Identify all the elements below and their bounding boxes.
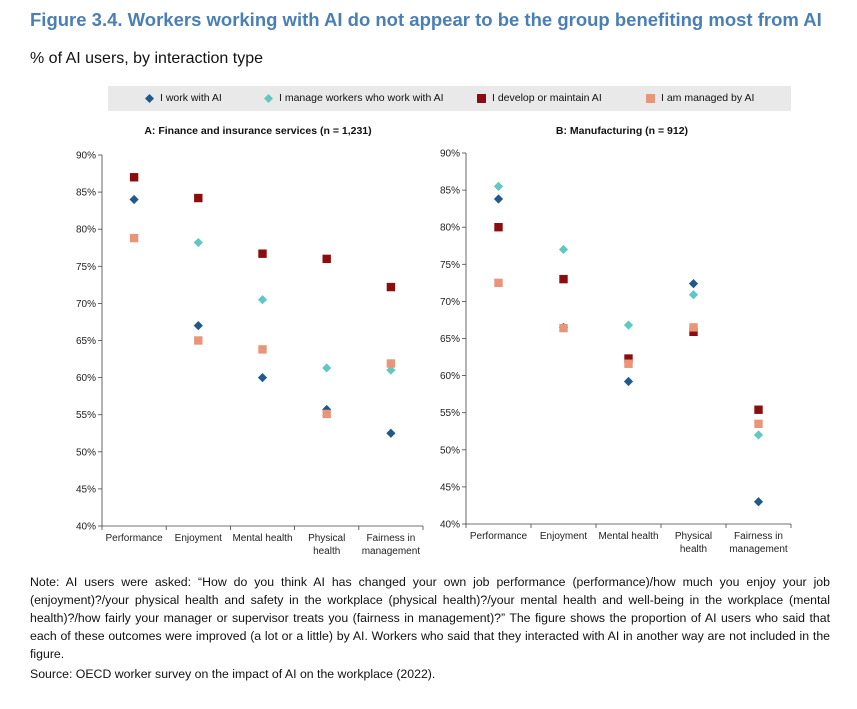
x-tick-label: Performance bbox=[470, 531, 528, 542]
y-tick-label: 40% bbox=[440, 520, 460, 531]
x-tick-label: Fairness in bbox=[366, 533, 415, 544]
y-tick-label: 75% bbox=[440, 260, 460, 271]
y-tick-label: 90% bbox=[76, 151, 96, 162]
panel-title: B: Manufacturing (n = 912) bbox=[556, 125, 688, 137]
figure-title: Figure 3.4. Workers working with AI do n… bbox=[30, 9, 822, 30]
chart-legend: I work with AI I manage workers who work… bbox=[108, 86, 791, 111]
y-tick-label: 85% bbox=[440, 186, 460, 197]
y-tick-label: 40% bbox=[76, 522, 96, 533]
x-tick-label: Physical bbox=[675, 531, 712, 542]
x-tick-label: Fairness in bbox=[734, 531, 783, 542]
point-develop-maintain-ai bbox=[258, 249, 267, 258]
x-tick-label: Physical bbox=[308, 533, 345, 544]
point-manage-workers bbox=[493, 181, 504, 191]
panel-a: A: Finance and insurance services (n = 1… bbox=[76, 125, 424, 557]
x-tick-label: Performance bbox=[105, 533, 163, 544]
point-develop-maintain-ai bbox=[754, 405, 763, 414]
point-develop-maintain-ai bbox=[322, 254, 331, 264]
point-develop-maintain-ai bbox=[194, 193, 203, 203]
figure-note: Note: AI users were asked: “How do you t… bbox=[30, 575, 830, 661]
legend-swatch-shape bbox=[264, 94, 273, 103]
legend-swatch-diamond-icon bbox=[145, 94, 154, 103]
point-work-with-ai bbox=[493, 194, 504, 204]
legend-swatch-square-icon bbox=[477, 94, 486, 103]
y-tick-label: 70% bbox=[76, 299, 96, 310]
x-tick-label: health bbox=[680, 544, 707, 555]
y-tick-label: 60% bbox=[440, 371, 460, 382]
y-tick-label: 45% bbox=[76, 484, 96, 495]
point-manage-workers bbox=[753, 430, 764, 440]
x-tick-label: Mental health bbox=[232, 533, 292, 544]
point-manage-workers bbox=[193, 237, 203, 248]
y-tick-label: 90% bbox=[440, 149, 460, 160]
point-work-with-ai bbox=[129, 194, 139, 205]
legend-swatch-shape bbox=[477, 94, 486, 103]
panel-b: B: Manufacturing (n = 912) 40% 45% 50% 55% 60… bbox=[440, 125, 792, 555]
legend-swatch-shape bbox=[145, 94, 154, 103]
legend-label: I manage workers who work with AI bbox=[279, 92, 444, 104]
x-tick-label: Enjoyment bbox=[540, 531, 587, 542]
point-work-with-ai bbox=[257, 373, 268, 383]
y-tick-label: 50% bbox=[76, 447, 96, 458]
y-tick-label: 65% bbox=[76, 336, 96, 347]
point-develop-maintain-ai bbox=[386, 282, 396, 292]
point-develop-maintain-ai bbox=[624, 354, 633, 363]
point-develop-maintain-ai bbox=[129, 173, 139, 182]
point-managed-by-ai bbox=[258, 345, 267, 354]
point-managed-by-ai bbox=[494, 278, 503, 288]
point-managed-by-ai bbox=[322, 409, 331, 419]
legend-swatch-square-icon bbox=[646, 94, 655, 103]
y-tick-label: 55% bbox=[440, 408, 460, 419]
point-develop-maintain-ai bbox=[494, 223, 503, 232]
y-tick-label: 80% bbox=[440, 223, 460, 234]
y-tick-label: 70% bbox=[440, 297, 460, 308]
y-tick-label: 45% bbox=[440, 482, 460, 493]
point-managed-by-ai bbox=[194, 336, 203, 345]
x-tick-label: Mental health bbox=[598, 531, 658, 542]
point-work-with-ai bbox=[688, 278, 699, 289]
y-tick-label: 50% bbox=[440, 445, 460, 456]
point-managed-by-ai bbox=[386, 359, 396, 368]
legend-label: I develop or maintain AI bbox=[492, 92, 602, 104]
y-tick-label: 80% bbox=[76, 225, 96, 236]
legend-swatch-shape bbox=[646, 94, 655, 103]
y-tick-label: 85% bbox=[76, 188, 96, 199]
point-manage-workers bbox=[322, 363, 332, 373]
figure-subtitle: % of AI users, by interaction type bbox=[30, 50, 264, 67]
point-manage-workers bbox=[623, 320, 634, 330]
x-tick-label: health bbox=[313, 546, 340, 557]
point-work-with-ai bbox=[386, 428, 396, 438]
y-tick-label: 65% bbox=[440, 334, 460, 345]
x-tick-label: management bbox=[729, 544, 788, 555]
legend-label: I am managed by AI bbox=[661, 92, 755, 104]
legend-label: I work with AI bbox=[160, 92, 222, 104]
point-managed-by-ai bbox=[689, 323, 698, 332]
panel-title: A: Finance and insurance services (n = 1… bbox=[144, 125, 371, 137]
point-develop-maintain-ai bbox=[559, 274, 568, 284]
point-managed-by-ai bbox=[129, 233, 139, 243]
x-tick-label: Enjoyment bbox=[175, 533, 222, 544]
y-tick-label: 60% bbox=[76, 373, 96, 384]
y-tick-label: 55% bbox=[76, 410, 96, 421]
legend-swatch-diamond-icon bbox=[264, 94, 273, 103]
point-managed-by-ai bbox=[559, 323, 568, 333]
point-manage-workers bbox=[257, 295, 268, 305]
x-tick-label: management bbox=[362, 546, 421, 557]
point-manage-workers bbox=[558, 244, 569, 255]
point-develop-maintain-ai bbox=[689, 327, 698, 337]
point-managed-by-ai bbox=[624, 359, 633, 368]
point-manage-workers bbox=[386, 365, 396, 375]
y-tick-label: 75% bbox=[76, 262, 96, 273]
point-manage-workers bbox=[688, 290, 699, 300]
point-work-with-ai bbox=[193, 321, 203, 331]
point-managed-by-ai bbox=[754, 419, 763, 429]
point-work-with-ai bbox=[623, 376, 634, 387]
figure-source: Source: OECD worker survey on the impact… bbox=[30, 667, 436, 681]
point-work-with-ai bbox=[753, 497, 764, 507]
